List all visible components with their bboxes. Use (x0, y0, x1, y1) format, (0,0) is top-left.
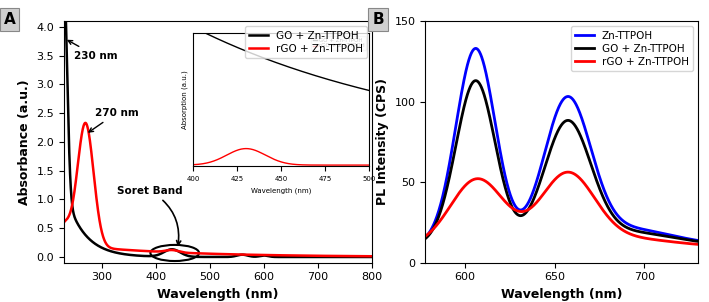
GO + Zn-TTPOH (362, 255, 370, 259)
Line: GO + Zn-TTPOH: GO + Zn-TTPOH (425, 81, 698, 241)
GO + Zn-TTPOH (449, 157, 457, 161)
rGO + Zn-TTPOH (609, 220, 618, 224)
Legend: GO + Zn-TTPOH, rGO + Zn-TTPOH: GO + Zn-TTPOH, rGO + Zn-TTPOH (245, 26, 367, 58)
rGO + Zn-TTPOH (191, 252, 200, 255)
GO + Zn-TTPOH (542, 162, 550, 165)
rGO + Zn-TTPOH (694, 243, 703, 246)
Y-axis label: Absorbance (a.u.): Absorbance (a.u.) (18, 79, 30, 205)
GO + Zn-TTPOH (368, 255, 376, 259)
GO + Zn-TTPOH (471, 79, 480, 82)
Text: 230 nm: 230 nm (68, 40, 117, 60)
Text: Soret Band: Soret Band (117, 186, 182, 245)
rGO + Zn-TTPOH (449, 200, 457, 203)
Line: GO + Zn-TTPOH: GO + Zn-TTPOH (64, 15, 372, 257)
Zn-TTPOH (609, 207, 618, 211)
GO + Zn-TTPOH (60, 14, 68, 17)
GO + Zn-TTPOH (329, 255, 337, 259)
rGO + Zn-TTPOH (635, 235, 643, 239)
rGO + Zn-TTPOH (362, 254, 371, 258)
rGO + Zn-TTPOH (564, 170, 572, 174)
X-axis label: Wavelength (nm): Wavelength (nm) (157, 288, 279, 301)
rGO + Zn-TTPOH (329, 254, 337, 258)
Y-axis label: PL Intensity (CPS): PL Intensity (CPS) (376, 79, 389, 205)
rGO + Zn-TTPOH (532, 201, 540, 205)
Zn-TTPOH (635, 226, 643, 230)
rGO + Zn-TTPOH (421, 234, 430, 238)
rGO + Zn-TTPOH (368, 255, 376, 258)
rGO + Zn-TTPOH (81, 121, 89, 125)
GO + Zn-TTPOH (178, 252, 186, 255)
rGO + Zn-TTPOH (95, 216, 104, 220)
Zn-TTPOH (471, 47, 480, 50)
rGO + Zn-TTPOH (640, 236, 648, 240)
Zn-TTPOH (640, 227, 648, 231)
GO + Zn-TTPOH (95, 244, 104, 248)
Zn-TTPOH (532, 181, 540, 185)
GO + Zn-TTPOH (113, 251, 121, 255)
GO + Zn-TTPOH (609, 214, 618, 217)
rGO + Zn-TTPOH (113, 247, 122, 251)
GO + Zn-TTPOH (640, 231, 648, 234)
GO + Zn-TTPOH (635, 230, 643, 233)
rGO + Zn-TTPOH (178, 250, 186, 254)
rGO + Zn-TTPOH (60, 220, 68, 224)
GO + Zn-TTPOH (421, 237, 430, 240)
Zn-TTPOH (694, 239, 703, 243)
Text: 270 nm: 270 nm (89, 108, 138, 132)
GO + Zn-TTPOH (694, 239, 703, 243)
Line: Zn-TTPOH: Zn-TTPOH (425, 48, 698, 241)
GO + Zn-TTPOH (532, 191, 540, 195)
X-axis label: Wavelength (nm): Wavelength (nm) (501, 288, 623, 301)
Zn-TTPOH (421, 236, 430, 239)
Legend: Zn-TTPOH, GO + Zn-TTPOH, rGO + Zn-TTPOH: Zn-TTPOH, GO + Zn-TTPOH, rGO + Zn-TTPOH (571, 26, 693, 71)
Line: rGO + Zn-TTPOH: rGO + Zn-TTPOH (425, 172, 698, 244)
Line: rGO + Zn-TTPOH: rGO + Zn-TTPOH (64, 123, 372, 256)
Text: A: A (4, 12, 16, 27)
GO + Zn-TTPOH (191, 255, 200, 259)
Text: B: B (372, 12, 384, 27)
Zn-TTPOH (449, 140, 457, 143)
rGO + Zn-TTPOH (542, 189, 550, 193)
Zn-TTPOH (542, 146, 550, 150)
